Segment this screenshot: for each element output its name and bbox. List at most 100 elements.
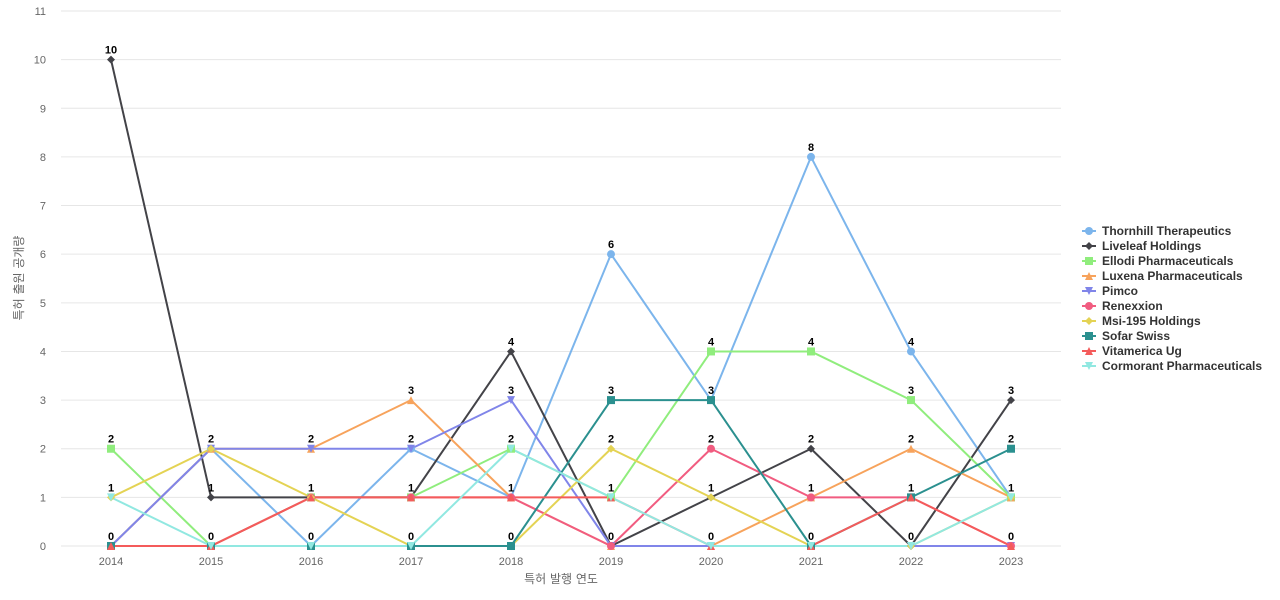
legend-item-label: Ellodi Pharmaceuticals [1102,254,1234,268]
legend-item-label: Liveleaf Holdings [1102,239,1202,253]
data-label: 0 [508,531,514,543]
data-label: 1 [808,482,814,494]
y-tick-label: 5 [40,298,46,310]
legend-marker [1085,272,1093,280]
legend-marker [1085,227,1093,235]
y-tick-label: 6 [40,249,46,261]
legend-item-label: Thornhill Therapeutics [1102,224,1232,238]
data-point [907,444,915,453]
data-point [807,542,815,550]
data-label: 3 [508,385,514,397]
data-label: 1 [608,482,614,494]
data-label: 1 [1008,482,1014,494]
data-label: 1 [508,482,514,494]
data-label: 3 [908,385,914,397]
data-point [207,444,215,453]
data-point [907,396,915,405]
data-point [807,444,815,453]
data-point [507,542,515,550]
data-point [907,347,915,356]
legend-item-label: Pimco [1102,284,1138,298]
data-point [607,542,615,550]
data-label: 0 [308,531,314,543]
data-label: 2 [508,434,514,446]
data-point [707,493,715,502]
data-labels: 1021021021032104321063210432108421043210… [105,45,1014,543]
data-label: 4 [808,336,815,348]
data-label: 2 [608,434,614,446]
data-label: 2 [808,434,814,446]
legend-marker [1085,317,1093,325]
data-label: 10 [105,45,117,57]
y-axis-ticks: 0 1 2 3 4 5 6 7 8 9 10 11 [34,6,46,553]
x-tick-label: 2016 [299,556,323,568]
x-tick-label: 2022 [899,556,923,568]
data-label: 0 [808,531,814,543]
data-label: 1 [708,482,714,494]
y-tick-label: 8 [40,152,46,164]
x-tick-label: 2014 [99,556,123,568]
data-label: 2 [308,434,314,446]
data-label: 3 [408,385,414,397]
x-tick-label: 2018 [499,556,523,568]
series-markers [107,55,1015,550]
series-line [110,496,1012,547]
data-label: 1 [108,482,114,494]
y-tick-label: 3 [40,395,46,407]
legend-item-label: Luxena Pharmaceuticals [1102,269,1243,283]
y-tick-label: 1 [40,492,46,504]
data-point [1007,493,1015,502]
x-axis-title: 특허 발행 연도 [524,571,598,586]
data-label: 0 [408,531,414,543]
data-label: 2 [1008,434,1014,446]
data-point [107,444,115,453]
data-label: 4 [908,336,915,348]
y-tick-label: 10 [34,55,46,67]
series-line [110,447,1012,547]
legend-marker [1085,257,1093,265]
data-point [407,493,415,502]
y-axis-title: 특허 출원 공개량 [12,236,26,321]
y-tick-label: 0 [40,541,46,553]
legend-marker [1085,362,1093,370]
x-tick-label: 2020 [699,556,723,568]
legend-item-label: Cormorant Pharmaceuticals [1102,359,1262,373]
data-label: 0 [108,531,114,543]
data-label: 2 [908,434,914,446]
data-point [207,493,215,502]
data-label: 0 [908,531,914,543]
legend-item-label: Renexxion [1102,299,1163,313]
y-tick-label: 9 [40,103,46,115]
data-point [807,347,815,356]
x-axis-ticks: 2014 2015 2016 2017 2018 2019 2020 2021 2022 2023 [99,556,1023,568]
legend-marker [1085,332,1093,340]
legend-item-label: Msi-195 Holdings [1102,314,1201,328]
data-point [107,55,115,64]
legend-marker [1085,302,1093,310]
data-point [407,396,415,405]
data-label: 4 [508,336,515,348]
y-tick-label: 7 [40,201,46,213]
data-point [707,542,715,550]
x-tick-label: 2017 [399,556,423,568]
data-point [1007,542,1015,550]
data-point [407,444,415,453]
data-point [307,444,315,453]
data-label: 8 [808,142,814,154]
data-label: 0 [608,531,614,543]
data-point [907,493,915,502]
data-label: 0 [1008,531,1014,543]
data-point [607,493,615,502]
data-point [607,396,615,405]
data-point [307,542,315,550]
x-tick-label: 2021 [799,556,823,568]
legend-marker [1085,242,1093,250]
data-point [107,493,115,502]
data-point [607,250,615,259]
data-label: 2 [208,434,214,446]
legend-item-label: Vitamerica Ug [1102,344,1182,358]
data-label: 3 [608,385,614,397]
legend-marker [1085,347,1093,355]
series-lines [110,58,1012,547]
